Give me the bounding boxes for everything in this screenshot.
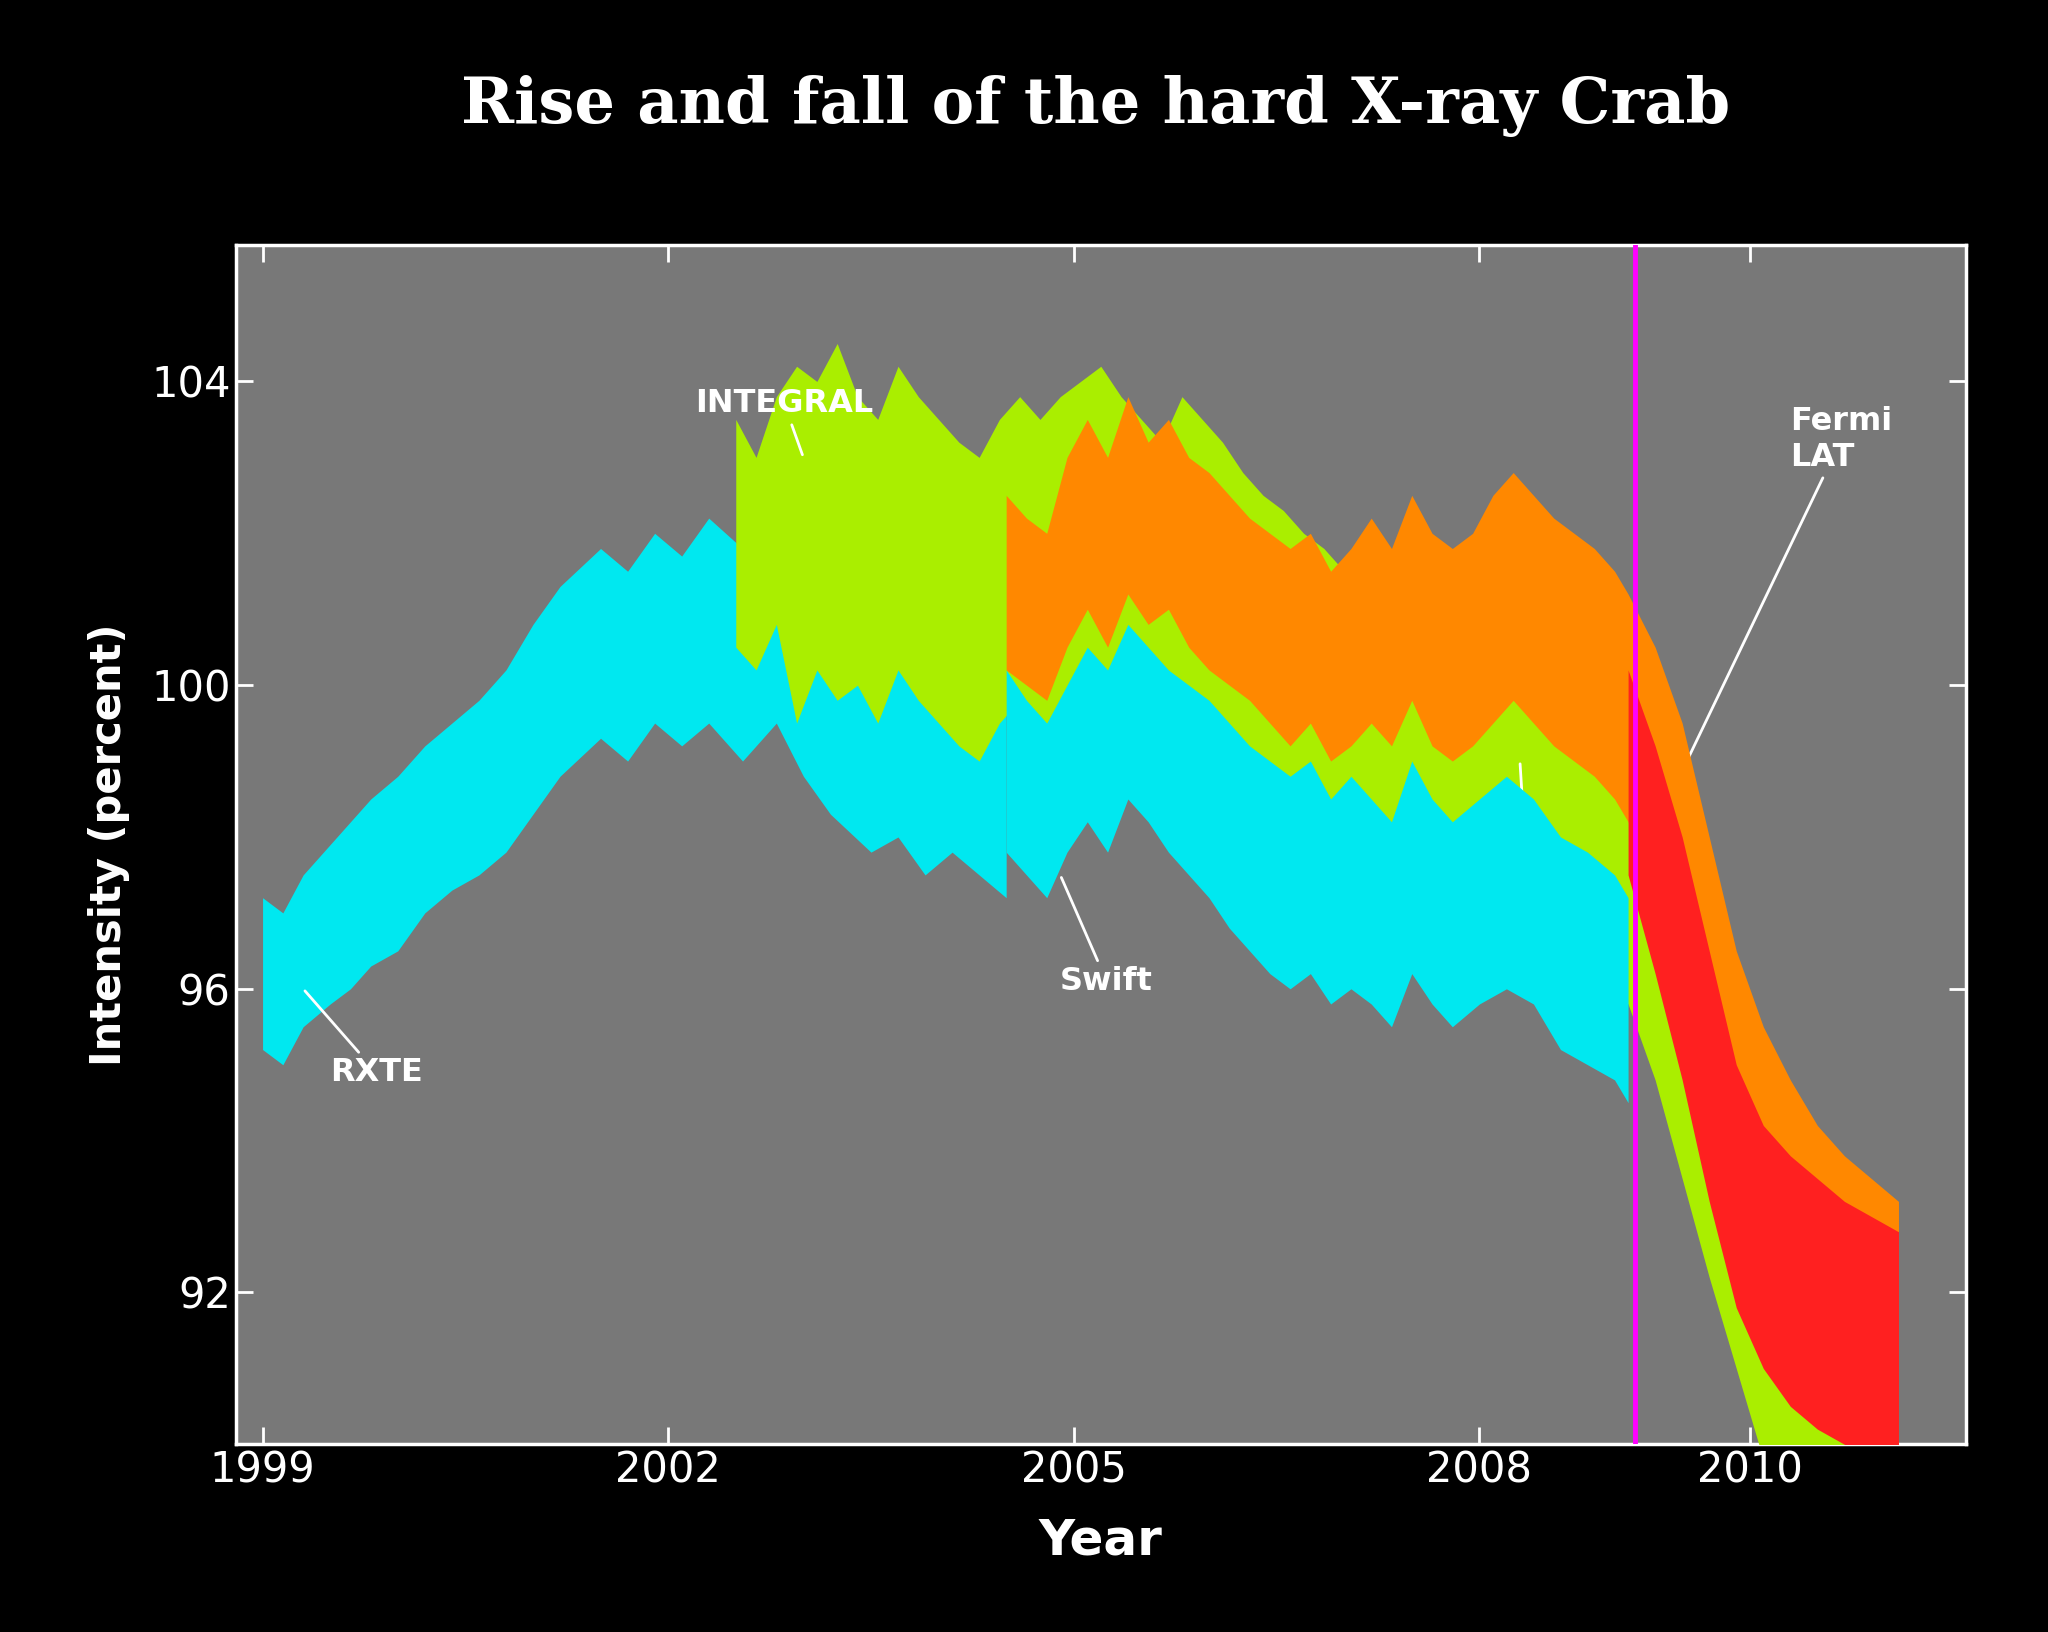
Text: Rise and fall of the hard X-ray Crab: Rise and fall of the hard X-ray Crab (461, 75, 1731, 137)
X-axis label: Year: Year (1038, 1516, 1163, 1563)
Text: Swift: Swift (1061, 878, 1153, 997)
Text: INTEGRAL: INTEGRAL (694, 388, 872, 455)
Y-axis label: Intensity (percent): Intensity (percent) (88, 623, 131, 1066)
Text: Fermi
LAT: Fermi LAT (1669, 406, 1892, 796)
Text: Fermi
GBM: Fermi GBM (1479, 764, 1581, 965)
Text: RXTE: RXTE (305, 991, 422, 1089)
